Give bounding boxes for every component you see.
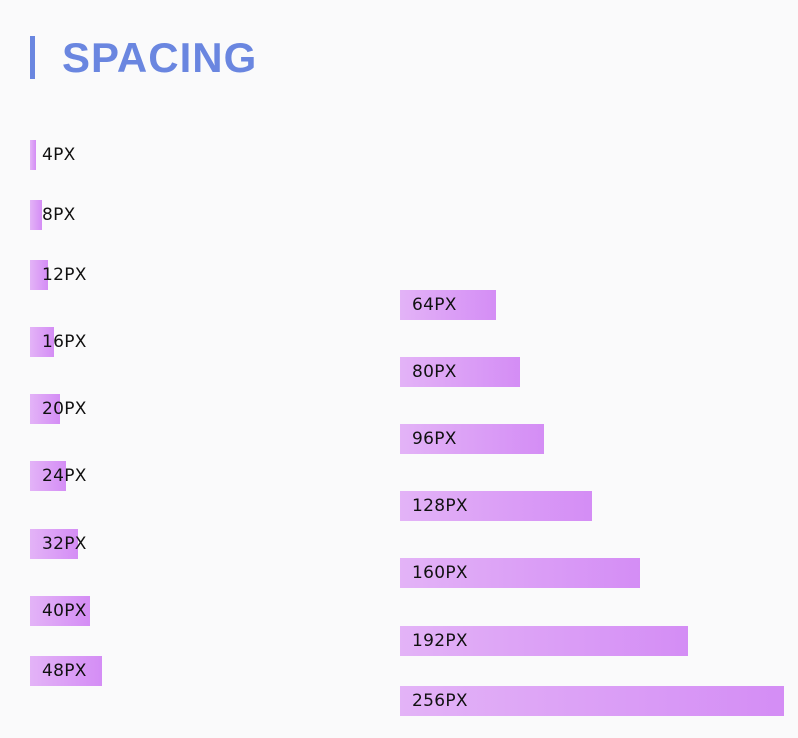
spacing-label: 32PX bbox=[42, 534, 87, 554]
spacing-label: 24PX bbox=[42, 466, 87, 486]
spacing-bar bbox=[400, 558, 640, 588]
spacing-bar bbox=[30, 200, 42, 230]
page-title: SPACING bbox=[62, 34, 258, 81]
spacing-bar bbox=[400, 686, 784, 716]
spacing-label: 16PX bbox=[42, 332, 87, 352]
spacing-bar bbox=[400, 357, 520, 387]
spacing-label: 64PX bbox=[412, 295, 457, 315]
spacing-label: 4PX bbox=[42, 145, 76, 165]
spacing-label: 20PX bbox=[42, 399, 87, 419]
spacing-label: 128PX bbox=[412, 496, 468, 516]
spacing-label: 8PX bbox=[42, 205, 76, 225]
spacing-bar bbox=[30, 656, 102, 686]
spacing-label: 48PX bbox=[42, 661, 87, 681]
spacing-label: 160PX bbox=[412, 563, 468, 583]
spacing-bar bbox=[400, 626, 688, 656]
spacing-bar bbox=[30, 394, 60, 424]
spacing-bar bbox=[400, 424, 544, 454]
spacing-label: 96PX bbox=[412, 429, 457, 449]
spacing-bar bbox=[30, 529, 78, 559]
spacing-bar bbox=[400, 491, 592, 521]
spacing-bar bbox=[30, 461, 66, 491]
spacing-label: 192PX bbox=[412, 631, 468, 651]
spacing-label: 12PX bbox=[42, 265, 87, 285]
spacing-bar bbox=[30, 327, 54, 357]
spacing-bar bbox=[400, 290, 496, 320]
spacing-label: 256PX bbox=[412, 691, 468, 711]
spacing-bar bbox=[30, 596, 90, 626]
spacing-label: 80PX bbox=[412, 362, 457, 382]
spacing-bar bbox=[30, 260, 48, 290]
title-accent-bar bbox=[30, 36, 35, 79]
spacing-label: 40PX bbox=[42, 601, 87, 621]
spacing-bar bbox=[30, 140, 36, 170]
